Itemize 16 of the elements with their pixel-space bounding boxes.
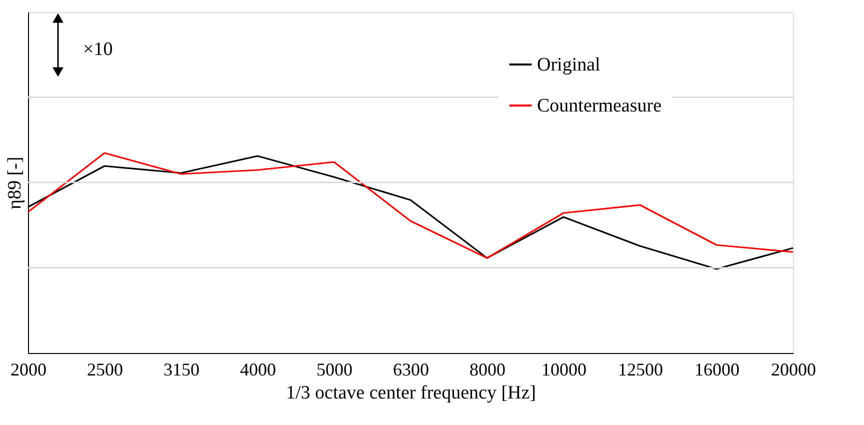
x-tick-label: 2000 xyxy=(10,360,46,380)
legend-label: Original xyxy=(537,54,600,76)
x-tick-label: 6300 xyxy=(393,360,429,380)
x-tick-label: 3150 xyxy=(164,360,200,380)
x-tick-label: 16000 xyxy=(694,360,740,380)
x-tick-label: 4000 xyxy=(240,360,276,380)
y-axis-title: η89 [-] xyxy=(4,156,26,210)
legend-label: Countermeasure xyxy=(537,96,662,116)
x-tick-label: 8000 xyxy=(470,360,506,380)
x-tick-label: 10000 xyxy=(542,360,586,380)
x-tick-label: 5000 xyxy=(316,360,352,380)
x-tick-label: 12500 xyxy=(618,360,663,380)
x-tick-label: 20000 xyxy=(771,360,816,380)
text: ×10 xyxy=(83,39,113,60)
x-tick-label: 2500 xyxy=(87,360,123,380)
x-axis-title: 1/3 octave center frequency [Hz] xyxy=(286,382,536,404)
